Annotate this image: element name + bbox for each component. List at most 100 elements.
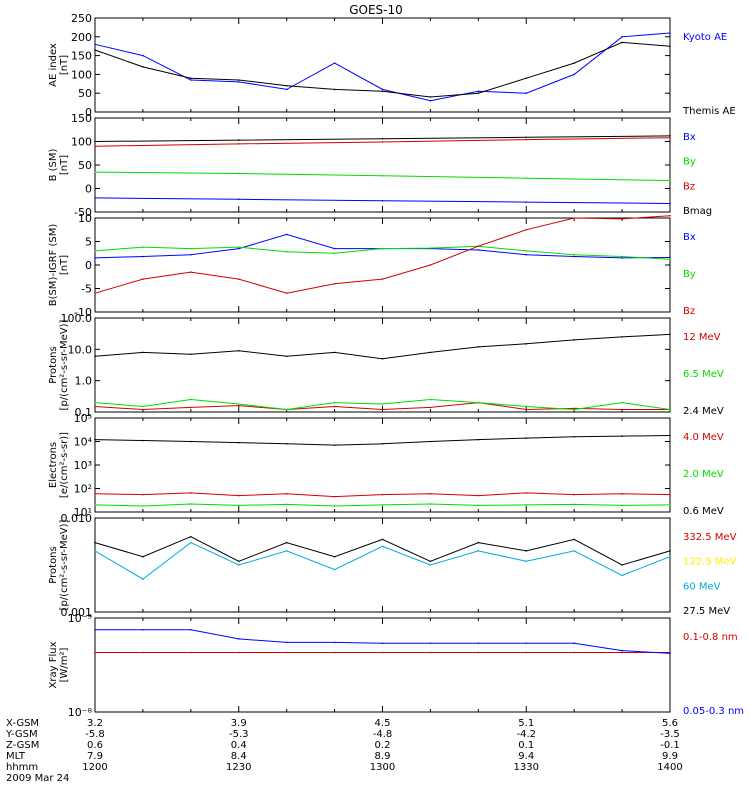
- legend-entry: By: [683, 269, 696, 280]
- orbit-value: 0.1: [518, 740, 534, 751]
- panel-frame: [94, 17, 671, 113]
- data-point: [285, 251, 288, 253]
- y-axis-label-line: [nT]: [59, 155, 70, 175]
- data-point: [237, 404, 240, 407]
- data-point: [190, 406, 192, 409]
- data-point: [669, 408, 671, 411]
- y-tick-label: -10: [74, 306, 92, 319]
- y-tick-label: 1.0: [75, 375, 93, 388]
- data-point: [669, 258, 671, 261]
- orbit-value: -3.5: [660, 729, 680, 740]
- data-point: [525, 343, 528, 345]
- y-axis-label: B(SM)-IGRF (SM)[nT]: [48, 224, 70, 307]
- data-point: [525, 138, 528, 141]
- data-point: [142, 351, 144, 354]
- data-point: [190, 492, 192, 494]
- orbit-value: -5.3: [229, 729, 249, 740]
- y-axis-label: Xray Flux[W/m²]: [48, 641, 70, 688]
- orbit-row-label: MLT: [6, 751, 26, 762]
- data-point: [333, 495, 336, 498]
- orbit-value: 3.9: [231, 718, 247, 729]
- y-axis-label: AE index[nT]: [48, 43, 70, 87]
- data-point: [285, 541, 288, 544]
- legend-entry: Bz: [683, 306, 695, 317]
- data-point: [381, 247, 384, 250]
- data-point: [237, 403, 240, 405]
- data-point: [621, 41, 623, 44]
- y-tick-label: 10⁵: [74, 412, 92, 425]
- data-point: [381, 408, 384, 411]
- data-point: [190, 628, 192, 631]
- data-point: [142, 505, 144, 507]
- y-axis-label-line: B(SM)-IGRF (SM): [48, 224, 59, 307]
- y-axis-label-line: Protons: [48, 546, 59, 583]
- panel-4: 0.11.010.0100.0Protons[p/(cm²-s-sr-MeV)]…: [48, 312, 724, 419]
- y-tick-label: 10⁴: [74, 436, 93, 449]
- data-point: [285, 492, 288, 495]
- y-tick-label: 10³: [74, 459, 92, 472]
- orbit-value: 5.1: [518, 718, 534, 729]
- data-point: [94, 628, 96, 631]
- data-point: [333, 405, 336, 408]
- data-point: [429, 651, 432, 654]
- legend-entry: 12 MeV: [683, 332, 721, 343]
- data-point: [142, 628, 144, 631]
- legend-entry: Bmag: [683, 206, 712, 217]
- data-point: [237, 494, 240, 497]
- data-point: [142, 405, 144, 408]
- data-point: [285, 233, 288, 236]
- data-point: [429, 247, 432, 249]
- data-point: [190, 651, 192, 654]
- y-tick-label: 10.0: [68, 343, 93, 356]
- panel-frame: [94, 317, 671, 413]
- data-point: [573, 493, 575, 496]
- data-point: [381, 199, 384, 202]
- data-point: [333, 401, 336, 404]
- data-point: [525, 253, 528, 256]
- y-axis-label-line: Xray Flux: [48, 641, 59, 688]
- y-axis-label-line: AE index: [48, 43, 59, 87]
- data-point: [429, 351, 432, 354]
- orbit-value: 3.2: [87, 718, 103, 729]
- data-point: [237, 441, 240, 444]
- data-point: [669, 135, 671, 137]
- data-point: [429, 398, 432, 401]
- data-point: [573, 642, 575, 644]
- data-point: [429, 96, 432, 98]
- data-point: [573, 255, 575, 258]
- data-point: [237, 139, 240, 141]
- data-point: [621, 255, 623, 258]
- y-tick-label: 10²: [74, 483, 92, 496]
- data-point: [621, 492, 623, 495]
- data-point: [573, 435, 575, 438]
- data-point: [190, 77, 192, 79]
- orbit-value: 0.4: [231, 740, 247, 751]
- data-point: [94, 140, 96, 143]
- data-point: [525, 405, 528, 408]
- y-axis-label-line: Protons: [48, 346, 59, 383]
- data-point: [621, 649, 623, 652]
- y-axis-label-line: B (SM): [48, 148, 59, 181]
- y-axis-label-line: [nT]: [59, 255, 70, 275]
- data-point: [285, 442, 288, 445]
- y-tick-label: 10¹: [74, 506, 92, 519]
- data-point: [237, 651, 240, 654]
- data-point: [669, 136, 671, 139]
- data-point: [525, 560, 528, 563]
- data-point: [477, 346, 480, 348]
- y-axis-label: Electrons[e/(cm²-s-sr)]: [48, 432, 70, 498]
- data-point: [94, 197, 96, 199]
- data-point: [333, 505, 336, 507]
- series-line: [94, 215, 671, 294]
- orbit-value: 8.4: [231, 751, 247, 762]
- orbit-value: 1400: [657, 762, 682, 773]
- y-tick-label: 10⁻⁸: [68, 706, 93, 719]
- data-point: [477, 438, 480, 441]
- data-point: [429, 492, 432, 495]
- data-point: [190, 398, 192, 401]
- data-point: [381, 90, 384, 93]
- data-point: [285, 550, 288, 552]
- data-point: [237, 504, 240, 507]
- data-point: [621, 36, 623, 38]
